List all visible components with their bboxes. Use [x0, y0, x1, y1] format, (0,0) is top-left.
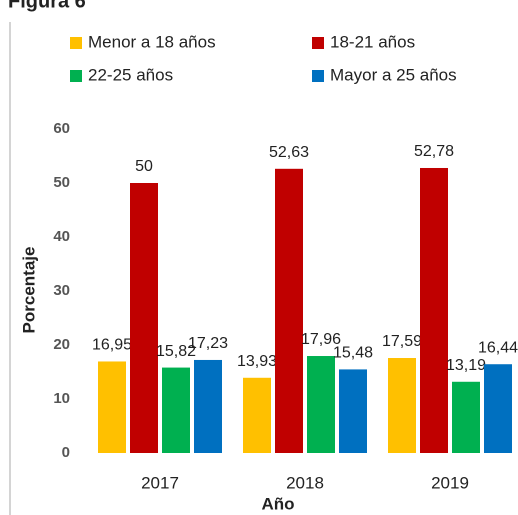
y-tick-label: 60 [53, 120, 70, 137]
y-tick-label: 40 [53, 228, 70, 245]
bar [339, 369, 367, 453]
bar [243, 377, 271, 453]
bar [420, 167, 448, 453]
legend-label: 18-21 años [330, 32, 415, 51]
legend-swatch [312, 37, 324, 49]
value-label: 52,78 [414, 143, 454, 160]
bar [388, 358, 416, 453]
x-tick-label: 2018 [286, 473, 324, 492]
y-axis-label: Porcentaje [19, 247, 38, 334]
bar [194, 359, 222, 453]
x-tick-label: 2019 [431, 473, 469, 492]
legend-swatch [70, 70, 82, 82]
value-label: 50 [135, 158, 153, 175]
value-label: 13,93 [237, 353, 277, 370]
y-tick-label: 10 [53, 390, 70, 407]
bar [452, 381, 480, 453]
value-label: 52,63 [269, 144, 309, 161]
chart-title: Figura 6 [8, 0, 86, 12]
value-label: 17,59 [382, 333, 422, 350]
value-label: 16,95 [92, 337, 132, 354]
y-tick-label: 0 [62, 444, 70, 461]
legend-label: Mayor a 25 años [330, 65, 457, 84]
value-label: 17,23 [188, 335, 228, 352]
value-label: 17,96 [301, 331, 341, 348]
value-label: 15,82 [156, 343, 196, 360]
bar [275, 168, 303, 453]
value-label: 13,19 [446, 357, 486, 374]
bar [130, 183, 158, 453]
bar [484, 364, 512, 453]
legend-swatch [70, 37, 82, 49]
x-tick-label: 2017 [141, 473, 179, 492]
x-axis-label: Año [261, 494, 294, 513]
value-label: 15,48 [333, 345, 373, 362]
bar [307, 356, 335, 453]
y-tick-label: 20 [53, 336, 70, 353]
legend-label: Menor a 18 años [88, 32, 216, 51]
bar [162, 367, 190, 453]
legend-label: 22-25 años [88, 65, 173, 84]
legend-swatch [312, 70, 324, 82]
y-tick-label: 30 [53, 282, 70, 299]
y-tick-label: 50 [53, 174, 70, 191]
value-label: 16,44 [478, 339, 518, 356]
bar [98, 361, 126, 453]
